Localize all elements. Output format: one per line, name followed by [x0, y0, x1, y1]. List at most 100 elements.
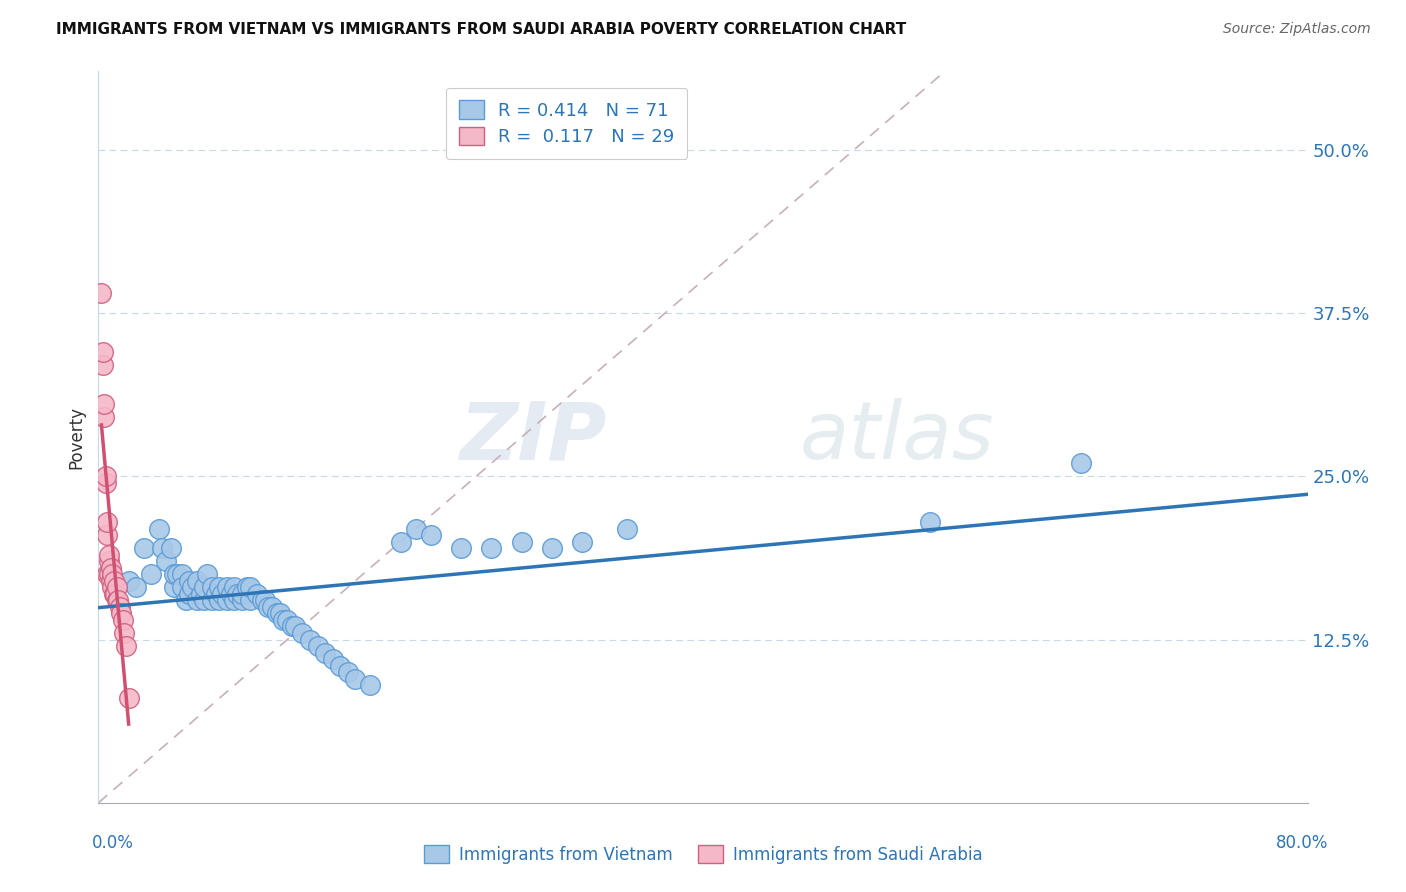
Point — [110, 607, 132, 621]
Point — [101, 567, 124, 582]
Point — [284, 619, 307, 633]
Point — [163, 580, 186, 594]
Point — [125, 580, 148, 594]
Point — [1070, 456, 1092, 470]
Point — [336, 665, 359, 680]
Point — [98, 554, 121, 568]
Text: atlas: atlas — [800, 398, 994, 476]
Point — [208, 593, 231, 607]
Point — [112, 626, 135, 640]
Point — [193, 580, 215, 594]
Point — [276, 613, 298, 627]
Point — [918, 515, 941, 529]
Point — [148, 521, 170, 535]
Point — [307, 639, 329, 653]
Point — [215, 580, 238, 594]
Point — [108, 599, 131, 614]
Point — [170, 567, 193, 582]
Point — [540, 541, 562, 555]
Point — [98, 567, 121, 582]
Point — [103, 587, 125, 601]
Point — [271, 613, 294, 627]
Point — [166, 567, 188, 582]
Legend: R = 0.414   N = 71, R =  0.117   N = 29: R = 0.414 N = 71, R = 0.117 N = 29 — [446, 87, 688, 159]
Point — [616, 521, 638, 535]
Point — [226, 587, 249, 601]
Point — [107, 593, 129, 607]
Point — [205, 587, 228, 601]
Point — [215, 593, 238, 607]
Point — [193, 593, 215, 607]
Point — [246, 587, 269, 601]
Point — [103, 574, 125, 588]
Point — [94, 469, 117, 483]
Point — [179, 574, 201, 588]
Point — [571, 534, 593, 549]
Point — [111, 613, 134, 627]
Point — [160, 541, 183, 555]
Point — [98, 548, 121, 562]
Point — [405, 521, 427, 535]
Point — [269, 607, 291, 621]
Point — [190, 587, 212, 601]
Text: 0.0%: 0.0% — [91, 834, 134, 852]
Point — [314, 646, 336, 660]
Point — [250, 593, 273, 607]
Text: 80.0%: 80.0% — [1277, 834, 1329, 852]
Point — [266, 607, 288, 621]
Point — [90, 286, 112, 301]
Point — [114, 639, 136, 653]
Legend: Immigrants from Vietnam, Immigrants from Saudi Arabia: Immigrants from Vietnam, Immigrants from… — [418, 838, 988, 871]
Point — [101, 580, 124, 594]
Point — [118, 691, 141, 706]
Point — [186, 574, 208, 588]
Point — [150, 541, 173, 555]
Point — [96, 515, 118, 529]
Point — [181, 580, 204, 594]
Point — [360, 678, 382, 692]
Point — [224, 593, 246, 607]
Text: IMMIGRANTS FROM VIETNAM VS IMMIGRANTS FROM SAUDI ARABIA POVERTY CORRELATION CHAR: IMMIGRANTS FROM VIETNAM VS IMMIGRANTS FR… — [56, 22, 907, 37]
Point — [195, 567, 218, 582]
Point — [91, 358, 114, 372]
Point — [201, 593, 224, 607]
Point — [256, 599, 278, 614]
Point — [132, 541, 155, 555]
Point — [94, 475, 117, 490]
Point — [179, 587, 201, 601]
Point — [239, 593, 262, 607]
Text: ZIP: ZIP — [458, 398, 606, 476]
Point — [281, 619, 304, 633]
Point — [174, 593, 197, 607]
Point — [96, 528, 118, 542]
Point — [291, 626, 314, 640]
Point — [481, 541, 503, 555]
Point — [329, 658, 352, 673]
Point — [344, 672, 367, 686]
Point — [170, 580, 193, 594]
Point — [105, 580, 128, 594]
Point — [224, 580, 246, 594]
Point — [231, 587, 253, 601]
Point — [104, 587, 127, 601]
Point — [118, 574, 141, 588]
Point — [239, 580, 262, 594]
Point — [100, 574, 122, 588]
Point — [299, 632, 322, 647]
Point — [253, 593, 276, 607]
Point — [231, 593, 253, 607]
Point — [389, 534, 412, 549]
Point — [155, 554, 177, 568]
Point — [201, 580, 224, 594]
Point — [105, 593, 128, 607]
Point — [420, 528, 443, 542]
Point — [93, 410, 115, 425]
Point — [211, 587, 233, 601]
Point — [510, 534, 533, 549]
Point — [96, 567, 118, 582]
Point — [186, 593, 208, 607]
Point — [221, 587, 243, 601]
Point — [93, 397, 115, 411]
Point — [163, 567, 186, 582]
Point — [91, 345, 114, 359]
